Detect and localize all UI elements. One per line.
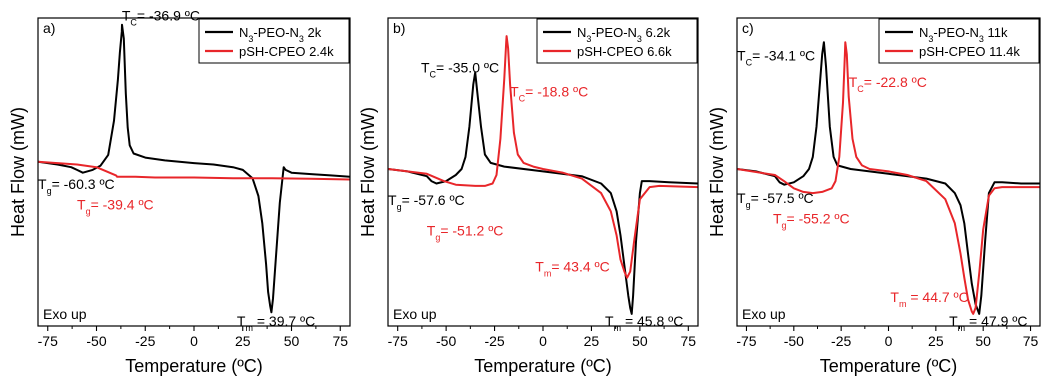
annotation-label: TC= -18.8 ºC (510, 84, 588, 104)
series-line-black (737, 41, 1040, 315)
x-axis-label: Temperature (ºC) (474, 356, 612, 376)
series-line-black (38, 23, 350, 314)
x-tick-label: 50 (632, 333, 648, 349)
y-axis-label: Heat Flow (mW) (8, 107, 28, 237)
legend-entry: N3-PEO-N3 2k (239, 25, 322, 44)
x-tick-label: -25 (135, 333, 155, 349)
annotation-label: TC= -22.8 ºC (849, 74, 927, 94)
annotation-label: Tg= -57.5 ºC (737, 190, 814, 210)
x-tick-label: -25 (484, 333, 504, 349)
series-line-red (38, 160, 350, 181)
annotation-label: Tg= -39.4 ºC (77, 197, 154, 217)
legend-entry: pSH-CPEO 6.6k (577, 44, 672, 59)
x-tick-label: -50 (86, 333, 106, 349)
annotation-label: Tm = 44.7 ºC (890, 289, 968, 309)
x-tick-label: 25 (235, 333, 251, 349)
x-tick-label: 25 (928, 333, 944, 349)
annotation-label: Tm = 45.8 ºC (605, 313, 683, 333)
x-tick-label: 75 (1023, 333, 1039, 349)
annotation-label: TC= -35.0 ºC (421, 59, 499, 79)
exo-up-note: Exo up (43, 306, 87, 322)
legend-entry: pSH-CPEO 2.4k (239, 44, 334, 59)
x-tick-label: 75 (332, 333, 348, 349)
y-axis-label: Heat Flow (mW) (707, 107, 727, 237)
x-axis-label: Temperature (ºC) (820, 356, 958, 376)
panel-a: -75 -50 -25 0 25 50 75 Temperature (ºC) Heat Flo… (8, 8, 351, 376)
x-tick-label: 25 (584, 333, 600, 349)
annotation-label: Tg= -57.6 ºC (388, 192, 465, 212)
annotation-label: TC= -36.9 ºC (122, 8, 200, 28)
x-tick-label: 0 (190, 333, 198, 349)
exo-up-note: Exo up (742, 306, 786, 322)
exo-up-note: Exo up (393, 306, 437, 322)
legend-entry: N3-PEO-N3 11k (919, 25, 1008, 44)
series-line-red (737, 41, 1040, 315)
panel-label: c) (742, 20, 754, 36)
series-line-black (388, 71, 698, 315)
legend-entry: pSH-CPEO 11.4k (919, 44, 1020, 59)
x-tick-label: 0 (885, 333, 893, 349)
x-tick-label: 0 (539, 333, 547, 349)
series-line-red (388, 35, 698, 279)
annotation-label: Tg= -60.3 ºC (38, 176, 115, 196)
x-tick-label: 75 (681, 333, 697, 349)
x-tick-label: -25 (831, 333, 851, 349)
panel-b: -75 -50 -25 0 25 50 75 Temperature (ºC) Heat Flo… (358, 17, 699, 376)
annotation-label: TC= -34.1 ºC (737, 47, 815, 67)
panel-c: -75 -50 -25 0 25 50 75 Temperature (ºC) Heat Flo… (707, 17, 1041, 376)
x-tick-label: -75 (736, 333, 756, 349)
panel-label: a) (43, 20, 55, 36)
annotation-label: Tm = 47.9 ºC (949, 313, 1027, 333)
x-tick-label: 50 (284, 333, 300, 349)
x-axis-label: Temperature (ºC) (125, 356, 263, 376)
x-tick-label: -75 (388, 333, 408, 349)
x-tick-label: -50 (436, 333, 456, 349)
x-tick-label: -50 (784, 333, 804, 349)
panel-label: b) (393, 20, 405, 36)
y-axis-label: Heat Flow (mW) (358, 107, 378, 237)
annotation-label: Tm= 43.4 ºC (535, 259, 610, 279)
annotation-label: Tm = 39.7 ºC (237, 313, 315, 333)
legend-entry: N3-PEO-N3 6.2k (577, 25, 671, 44)
annotation-label: Tg= -55.2 ºC (773, 210, 850, 230)
x-tick-label: -75 (38, 333, 58, 349)
annotation-label: Tg= -51.2 ºC (427, 222, 504, 242)
x-tick-label: 50 (975, 333, 991, 349)
